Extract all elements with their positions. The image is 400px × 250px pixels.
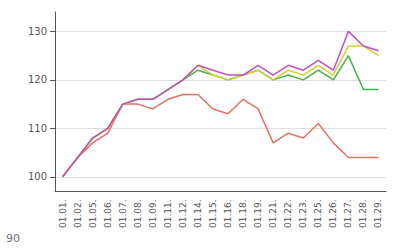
svg-text:110: 110: [28, 123, 47, 134]
svg-text:01.08.: 01.08.: [133, 199, 143, 228]
svg-text:01.09.: 01.09.: [148, 199, 158, 228]
svg-text:01.22.: 01.22.: [283, 199, 293, 228]
svg-text:01.01.: 01.01.: [58, 199, 68, 228]
svg-text:01.15.: 01.15.: [208, 199, 218, 228]
svg-text:01.07.: 01.07.: [118, 199, 128, 228]
svg-text:01.26.: 01.26.: [328, 199, 338, 228]
svg-text:90: 90: [6, 232, 20, 245]
svg-text:01.18.: 01.18.: [238, 199, 248, 228]
svg-text:01.25.: 01.25.: [313, 199, 323, 228]
svg-text:100: 100: [28, 171, 47, 182]
svg-text:01.05.: 01.05.: [88, 199, 98, 228]
svg-text:01.02.: 01.02.: [73, 199, 83, 228]
svg-text:01.19.: 01.19.: [253, 199, 263, 228]
svg-text:01.28.: 01.28.: [358, 199, 368, 228]
svg-text:01.23.: 01.23.: [298, 199, 308, 228]
svg-text:01.11.: 01.11.: [163, 199, 173, 228]
svg-text:01.16.: 01.16.: [223, 199, 233, 228]
svg-text:01.27.: 01.27.: [343, 199, 353, 228]
svg-text:01.29.: 01.29.: [373, 199, 383, 228]
svg-text:130: 130: [28, 26, 47, 37]
svg-text:01.12.: 01.12.: [178, 199, 188, 228]
svg-text:01.06.: 01.06.: [103, 199, 113, 228]
svg-text:120: 120: [28, 74, 47, 85]
svg-text:01.21.: 01.21.: [268, 199, 278, 228]
svg-text:01.14.: 01.14.: [193, 199, 203, 228]
